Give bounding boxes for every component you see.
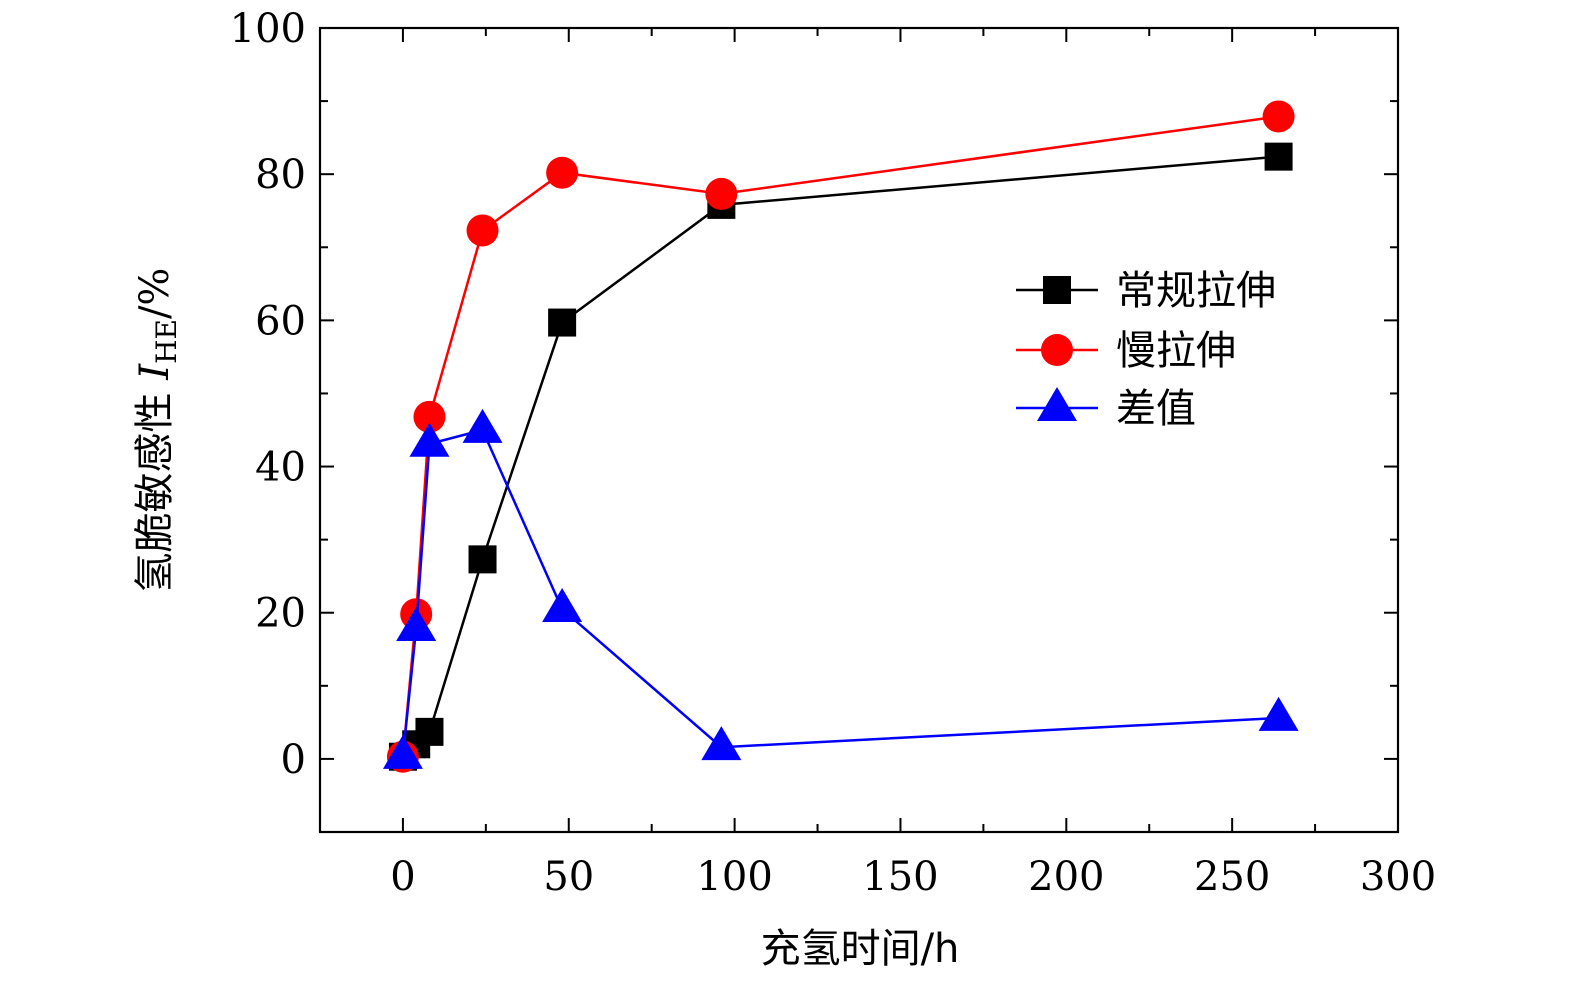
plot-area-frame	[318, 26, 1400, 834]
legend-marker-circle	[1041, 334, 1073, 366]
x-axis-title: 充氢时间/h	[761, 926, 960, 972]
data-point-circle	[413, 400, 446, 433]
data-point-triangle	[396, 606, 437, 641]
data-point-circle	[466, 214, 499, 247]
data-point-triangle	[382, 734, 423, 769]
data-point-square	[415, 717, 444, 746]
data-point-triangle	[409, 422, 450, 457]
data-point-circle	[705, 177, 738, 210]
y-tick-label: 100	[230, 6, 306, 52]
legend: 常规拉伸 慢拉伸 差值	[1016, 268, 1276, 432]
x-tick-label: 150	[862, 854, 938, 900]
x-tick-label: 250	[1194, 854, 1270, 900]
data-point-triangle	[462, 408, 503, 443]
series-3	[382, 408, 1299, 769]
data-point-square	[1264, 142, 1293, 171]
y-axis-title-symbol: I	[132, 363, 178, 381]
x-tick-label: 0	[390, 854, 415, 900]
x-tick-label: 300	[1360, 854, 1436, 900]
data-point-square	[468, 545, 497, 574]
legend-label-series-2: 慢拉伸	[1116, 328, 1236, 374]
legend-label-series-1: 常规拉伸	[1116, 268, 1276, 314]
data-point-circle	[546, 156, 579, 189]
axis-ticks	[320, 27, 1399, 832]
legend-entry-series-3: 差值	[1016, 386, 1196, 432]
y-axis-title-subscript: HE	[150, 319, 183, 364]
data-point-triangle	[701, 726, 742, 761]
x-tick-label: 50	[543, 854, 594, 900]
legend-label-series-3: 差值	[1116, 386, 1196, 432]
data-point-circle	[1262, 100, 1295, 133]
data-point-square	[548, 308, 577, 337]
y-tick-label: 0	[281, 737, 306, 783]
legend-entry-series-1: 常规拉伸	[1016, 268, 1276, 314]
x-tick-label: 100	[696, 854, 772, 900]
data-point-triangle	[1258, 696, 1299, 731]
y-axis-title: 氢脆敏感性 IHE/%	[132, 268, 183, 593]
axis-tick-labels: 0 50 100 150 200 250 300 0 20 40 60 80 100	[230, 6, 1437, 900]
legend-marker-square	[1043, 276, 1071, 304]
y-tick-label: 20	[255, 591, 306, 637]
y-axis-title-unit: /%	[132, 268, 178, 319]
y-axis-title-main: 氢脆敏感性	[132, 380, 178, 593]
y-tick-label: 60	[255, 298, 306, 344]
data-point-triangle	[542, 587, 583, 622]
legend-marker-triangle	[1037, 387, 1077, 421]
y-tick-label: 80	[255, 152, 306, 198]
series-group	[382, 100, 1299, 773]
y-tick-label: 40	[255, 445, 306, 491]
x-tick-label: 200	[1028, 854, 1104, 900]
legend-entry-series-2: 慢拉伸	[1016, 328, 1236, 374]
